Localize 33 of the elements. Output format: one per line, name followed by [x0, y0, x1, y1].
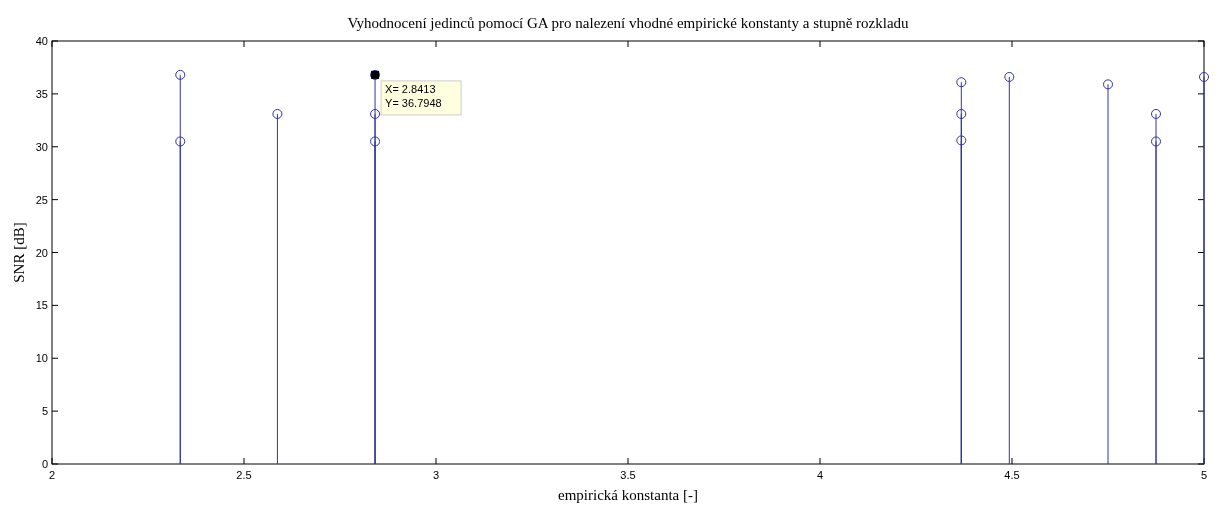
- point: [1004, 71, 1015, 82]
- y-tick-label: 5: [41, 405, 48, 418]
- x-tick-label: 3: [432, 469, 440, 481]
- x-tick-label: 4.5: [1004, 469, 1020, 481]
- point: [1151, 136, 1161, 147]
- point: [370, 136, 381, 147]
- x-tick-label: 3.5: [620, 469, 636, 481]
- point: [175, 136, 186, 147]
- x-tick-label: 2.5: [236, 469, 252, 481]
- y-tick-label: 0: [41, 458, 48, 470]
- point: [1151, 108, 1161, 119]
- y-tick-label: 40: [35, 35, 48, 47]
- chart-title: Vyhodnocení jedinců pomocí GA pro nalezení vhodné empirické konstanty a stupně rozkladu: [347, 15, 910, 31]
- point: [956, 108, 967, 119]
- x-tick-label: 5: [1200, 469, 1208, 481]
- y-tick-label: 30: [35, 140, 48, 153]
- point: [175, 69, 186, 80]
- point: [956, 77, 967, 88]
- y-tick-label: 35: [35, 87, 48, 100]
- x-axis-title: empirická konstanta [-]: [558, 487, 698, 503]
- x-tick-label: 2: [48, 469, 56, 481]
- annotation: X= 2.8413 Y= 36.7948: [385, 82, 442, 109]
- y-tick-label: 15: [35, 299, 48, 312]
- y-axis-title: SNR [dB]: [11, 222, 27, 283]
- point: [272, 108, 283, 119]
- point: [1103, 79, 1113, 90]
- point: [956, 135, 967, 146]
- y-tick-label: 25: [35, 193, 48, 206]
- x-tick-label: 4: [816, 469, 824, 481]
- point: [1199, 71, 1209, 82]
- point: [370, 108, 381, 119]
- y-tick-label: 20: [35, 246, 48, 259]
- y-tick-label: 10: [35, 352, 48, 365]
